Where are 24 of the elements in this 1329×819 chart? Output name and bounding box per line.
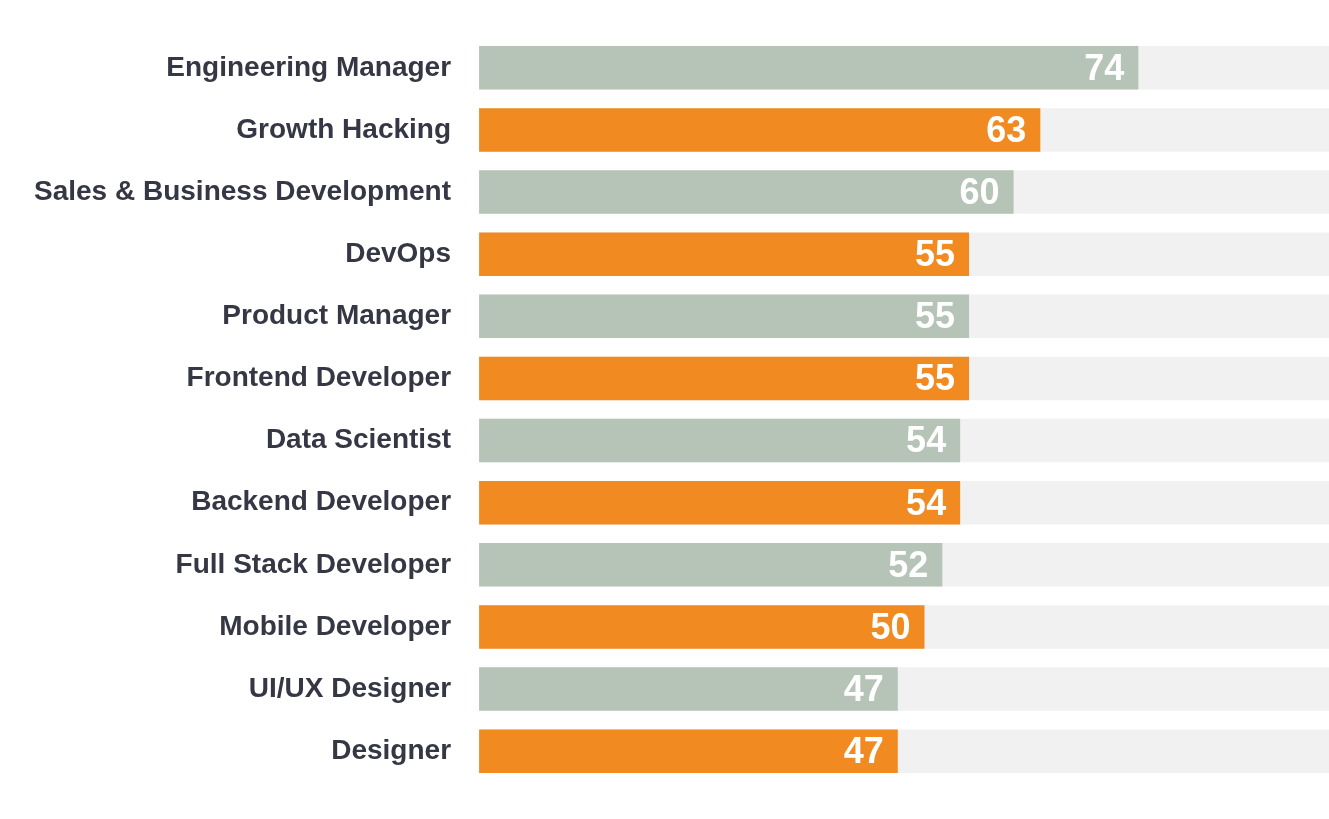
data-label: 54 xyxy=(906,481,947,523)
y-tick-label: Growth Hacking xyxy=(236,112,452,144)
y-tick-label: Frontend Developer xyxy=(186,361,452,393)
y-tick-label: Mobile Developer xyxy=(219,609,452,641)
data-label: 74 xyxy=(1084,46,1125,88)
y-tick-label: Data Scientist xyxy=(265,423,452,455)
y-tick-label: Engineering Manager xyxy=(166,50,452,82)
data-label: 55 xyxy=(915,357,956,399)
data-label: 60 xyxy=(959,171,1000,213)
data-label: 55 xyxy=(915,295,956,337)
data-label: 55 xyxy=(915,233,956,275)
y-tick-label: Product Manager xyxy=(222,299,452,331)
y-tick-label: Full Stack Developer xyxy=(175,547,452,579)
y-tick-label: UI/UX Designer xyxy=(248,671,452,703)
y-tick-label: Backend Developer xyxy=(191,485,452,517)
data-label: 47 xyxy=(843,730,884,772)
data-label: 54 xyxy=(906,419,947,461)
data-label: 50 xyxy=(870,605,911,647)
data-label: 47 xyxy=(843,667,884,709)
data-label: 63 xyxy=(986,108,1027,150)
data-label: 52 xyxy=(888,543,929,585)
y-tick-label: Designer xyxy=(331,733,452,765)
y-tick-label: DevOps xyxy=(345,236,452,268)
y-tick-label: Sales & Business Development xyxy=(34,174,452,206)
